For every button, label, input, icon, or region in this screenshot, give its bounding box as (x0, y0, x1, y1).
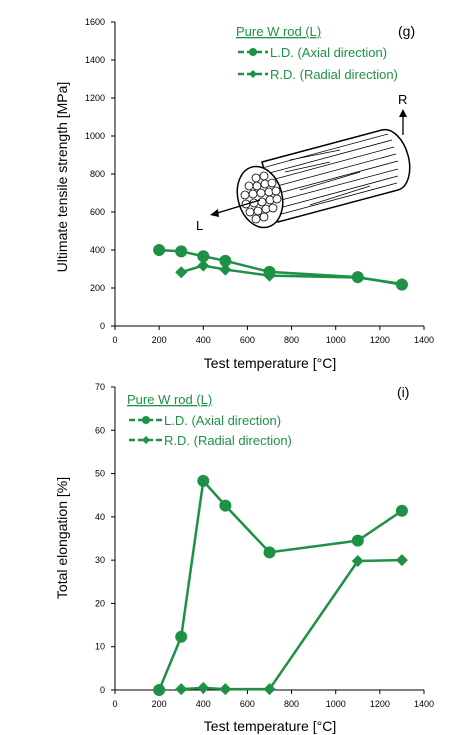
arrow-left-icon (210, 209, 219, 217)
radial-label: R (398, 92, 407, 107)
x-tick-label: 0 (112, 335, 117, 345)
data-point-axial (175, 630, 188, 643)
legend-entry-axial: L.D. (Axial direction) (238, 45, 387, 60)
series-line-axial (157, 478, 403, 691)
x-tick-label: 0 (112, 699, 117, 709)
panel-label: (g) (398, 23, 415, 39)
y-tick-label: 30 (95, 555, 105, 565)
longitudinal-label: L (196, 218, 203, 233)
y-tick-label: 0 (100, 685, 105, 695)
x-tick-label: 600 (240, 699, 255, 709)
y-axis-label: Ultimate tensile strength [MPa] (54, 82, 70, 273)
y-tick-label: 400 (90, 245, 105, 255)
y-tick-label: 60 (95, 425, 105, 435)
legend-entry-radial: R.D. (Radial direction) (238, 67, 398, 82)
data-point-radial (175, 266, 188, 279)
data-point-radial (219, 683, 232, 696)
x-tick-label: 600 (240, 335, 255, 345)
x-tick-label: 1200 (370, 335, 390, 345)
x-tick-label: 1400 (414, 335, 434, 345)
data-point-axial (175, 245, 188, 258)
legend-label-axial: L.D. (Axial direction) (164, 413, 281, 428)
y-tick-label: 70 (95, 382, 105, 392)
data-point-axial (153, 684, 166, 696)
chart-series (153, 244, 408, 291)
legend-label-radial: R.D. (Radial direction) (164, 433, 292, 448)
legend-entry-radial: R.D. (Radial direction) (129, 433, 292, 448)
series-line-radial (181, 558, 402, 691)
y-tick-label: 1200 (85, 93, 105, 103)
x-tick-label: 800 (284, 699, 299, 709)
data-point-radial (219, 263, 232, 276)
data-point-radial (197, 681, 210, 694)
data-point-radial (263, 683, 276, 696)
legend-label-radial: R.D. (Radial direction) (270, 67, 398, 82)
y-tick-label: 0 (100, 321, 105, 331)
data-point-radial (197, 259, 210, 272)
panel-label: (i) (397, 384, 409, 400)
data-point-axial (395, 504, 408, 517)
data-point-radial (263, 269, 276, 282)
chart-panel-i: 0 200 400 600 800 1000 1200 1400 0 10 20 30 40 50 60 70… (54, 382, 434, 734)
x-axis-label: Test temperature [°C] (204, 355, 336, 371)
y-tick-label: 600 (90, 207, 105, 217)
y-tick-label: 50 (95, 469, 105, 479)
data-point-radial (351, 555, 364, 568)
legend: Pure W rod (L) L.D. (Axial direction) R.… (236, 24, 398, 82)
legend: Pure W rod (L) L.D. (Axial direction) R.… (127, 392, 292, 448)
series-line-radial (180, 264, 403, 286)
y-tick-label: 10 (95, 642, 105, 652)
circle-marker-icon (142, 416, 150, 424)
x-tick-label: 1000 (326, 699, 346, 709)
y-tick-label: 20 (95, 598, 105, 608)
legend-entry-axial: L.D. (Axial direction) (129, 413, 281, 428)
data-point-radial (395, 554, 408, 567)
arrow-up-icon (399, 109, 407, 117)
y-tick-label: 800 (90, 169, 105, 179)
y-tick-label: 1400 (85, 55, 105, 65)
y-tick-label: 1600 (85, 17, 105, 27)
data-point-radial (395, 277, 408, 290)
data-point-radial (175, 683, 188, 696)
x-tick-label: 400 (196, 699, 211, 709)
x-tick-label: 200 (152, 699, 167, 709)
data-point-axial (197, 474, 210, 487)
legend-title: Pure W rod (L) (236, 24, 321, 39)
data-point-axial (219, 499, 232, 512)
legend-label-axial: L.D. (Axial direction) (270, 45, 387, 60)
data-point-axial (263, 546, 276, 559)
diamond-marker-icon (142, 436, 150, 444)
y-tick-label: 200 (90, 283, 105, 293)
x-tick-label: 1400 (414, 699, 434, 709)
data-point-axial (197, 250, 210, 263)
x-tick-label: 1000 (326, 335, 346, 345)
y-tick-label: 40 (95, 512, 105, 522)
data-point-axial (219, 254, 232, 267)
y-tick-label: 1000 (85, 131, 105, 141)
x-tick-label: 400 (196, 335, 211, 345)
diamond-marker-icon (249, 70, 257, 78)
data-point-axial (153, 244, 166, 256)
legend-title: Pure W rod (L) (127, 392, 212, 407)
tungsten-rod-illustration: L R (196, 92, 411, 233)
x-tick-label: 200 (152, 335, 167, 345)
x-axis-label: Test temperature [°C] (204, 718, 336, 734)
chart-series (153, 474, 408, 696)
y-axis-label: Total elongation [%] (54, 477, 70, 599)
chart-ticks: 0 200 400 600 800 1000 1200 1400 0 200 400 600 800 10… (85, 17, 434, 345)
chart-panel-g: 0 200 400 600 800 1000 1200 1400 0 200 400 600 800 10… (54, 17, 434, 371)
x-tick-label: 800 (284, 335, 299, 345)
data-point-radial (351, 271, 364, 284)
data-point-axial (351, 534, 364, 547)
x-tick-label: 1200 (370, 699, 390, 709)
circle-marker-icon (249, 48, 257, 56)
